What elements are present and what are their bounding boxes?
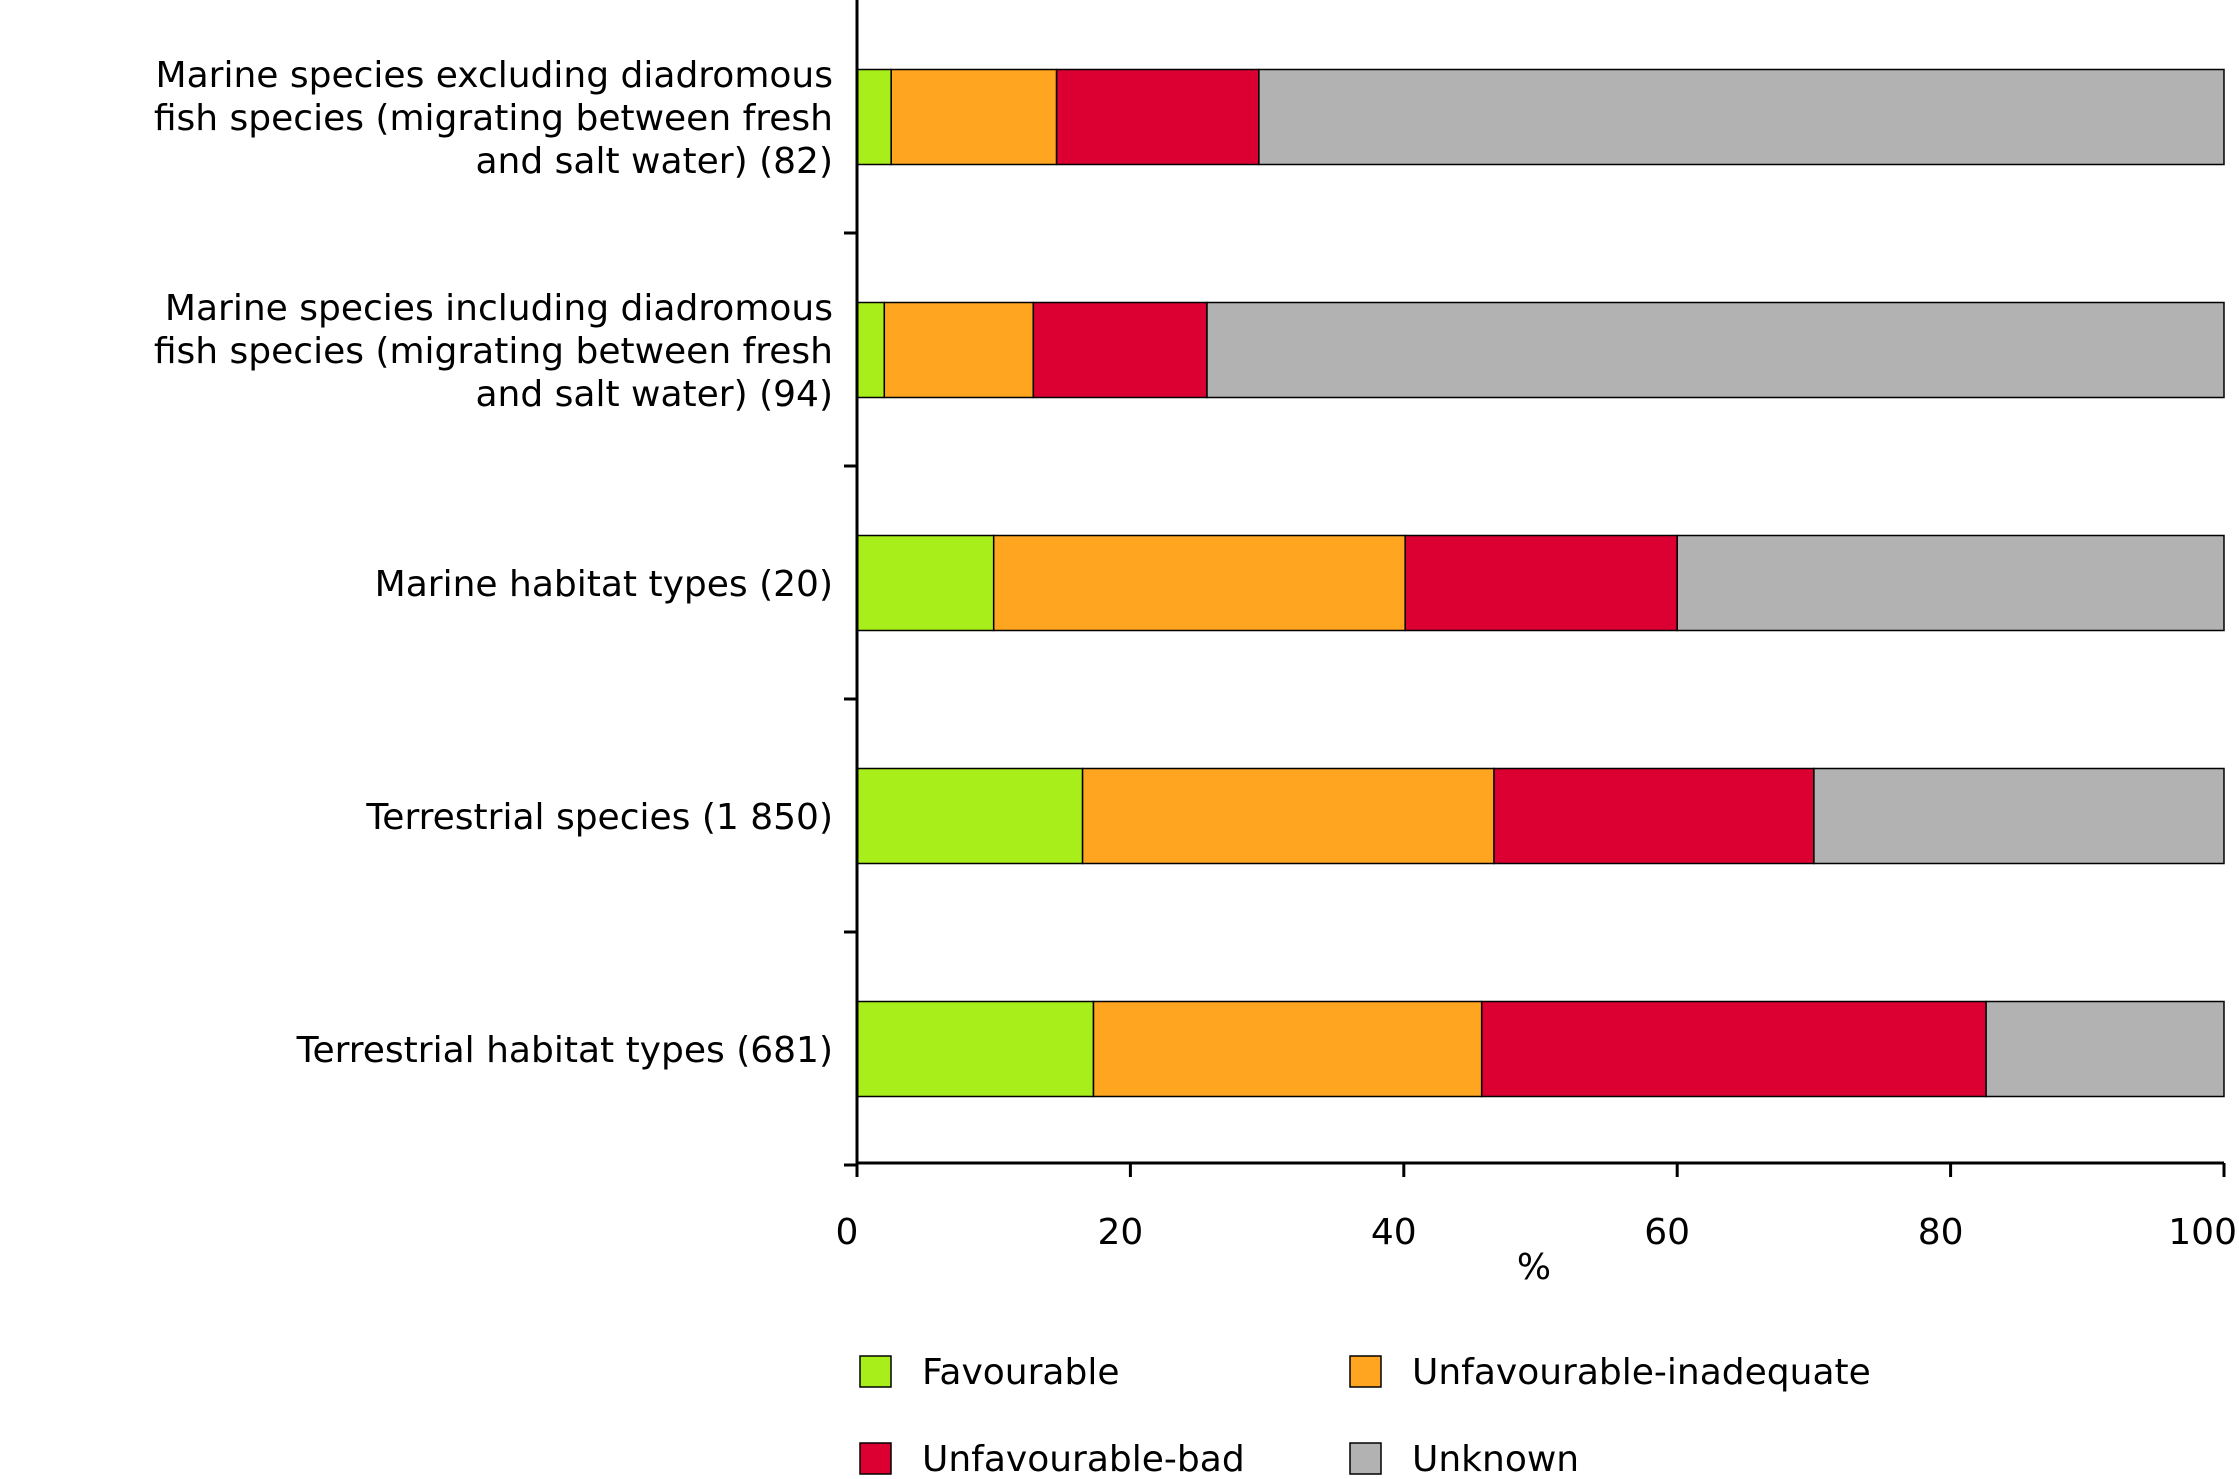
- bar-segment-unknown: [1985, 1000, 2225, 1098]
- bar-segment-unfavourable-inadequate: [890, 68, 1058, 166]
- bar-segment-unfavourable-bad: [1480, 1000, 1987, 1098]
- legend: Favourable Unfavourable-inadequate Unfavou…: [859, 1352, 1871, 1479]
- category-label: Marine habitat types (20): [375, 564, 833, 605]
- bar-segment-favourable: [856, 767, 1084, 865]
- legend-swatch: [1349, 1355, 1382, 1388]
- bar-segment-favourable: [856, 1000, 1095, 1098]
- category-label-line: Marine habitat types (20): [375, 564, 833, 605]
- axes: 0 20 40 60 80 100%: [836, 0, 2237, 1288]
- category-label-line: Terrestrial species (1 850): [365, 797, 833, 838]
- bar-segment-unknown: [1258, 68, 2225, 166]
- legend-label: Favourable: [922, 1352, 1119, 1393]
- bar-segment-unfavourable-inadequate: [1081, 767, 1495, 865]
- legend-label: Unfavourable-inadequate: [1412, 1352, 1871, 1393]
- x-tick-label: 80: [1918, 1212, 1964, 1253]
- x-axis-label: %: [1517, 1247, 1551, 1288]
- legend-swatch: [859, 1355, 892, 1388]
- x-tick-label: 0: [836, 1212, 859, 1253]
- category-label-line: Marine species excluding diadromous: [156, 55, 833, 96]
- legend-label: Unfavourable-bad: [922, 1439, 1245, 1479]
- bar-segment-unknown: [1813, 767, 2225, 865]
- x-tick-label: 60: [1644, 1212, 1690, 1253]
- bar-segment-favourable: [856, 68, 892, 166]
- category-label-line: and salt water) (82): [475, 141, 833, 182]
- legend-swatch: [859, 1442, 892, 1475]
- bar-segment-unfavourable-bad: [1032, 301, 1208, 399]
- category-label-line: Marine species including diadromous: [165, 288, 833, 329]
- bar-segment-unfavourable-inadequate: [1092, 1000, 1483, 1098]
- bar-segment-unknown: [1676, 534, 2225, 632]
- category-label-line: and salt water) (94): [475, 374, 833, 415]
- bar-segment-unfavourable-inadequate: [883, 301, 1035, 399]
- bar-segment-unknown: [1206, 301, 2225, 399]
- legend-label: Unknown: [1412, 1439, 1579, 1479]
- category-label-line: Terrestrial habitat types (681): [296, 1030, 833, 1071]
- category-label-line: fish species (migrating between fresh: [154, 331, 833, 372]
- x-tick-label: 100: [2168, 1212, 2237, 1253]
- bar-segment-unfavourable-bad: [1404, 534, 1678, 632]
- legend-swatch: [1349, 1442, 1382, 1475]
- category-label: Terrestrial species (1 850): [365, 797, 833, 838]
- bar-segment-unfavourable-bad: [1055, 68, 1260, 166]
- bars-layer: [856, 68, 2225, 1098]
- category-labels: Marine species excluding diadromous fish …: [154, 55, 833, 1071]
- category-label-line: fish species (migrating between fresh: [154, 98, 833, 139]
- bar-segment-favourable: [856, 301, 886, 399]
- x-tick-label: 40: [1371, 1212, 1417, 1253]
- bar-segment-unfavourable-inadequate: [992, 534, 1406, 632]
- bar-segment-favourable: [856, 534, 995, 632]
- category-label: Marine species excluding diadromous fish …: [154, 55, 833, 182]
- category-label: Terrestrial habitat types (681): [296, 1030, 833, 1071]
- x-tick-label: 20: [1097, 1212, 1143, 1253]
- bar-segment-unfavourable-bad: [1493, 767, 1815, 865]
- category-label: Marine species including diadromous fish …: [154, 288, 833, 415]
